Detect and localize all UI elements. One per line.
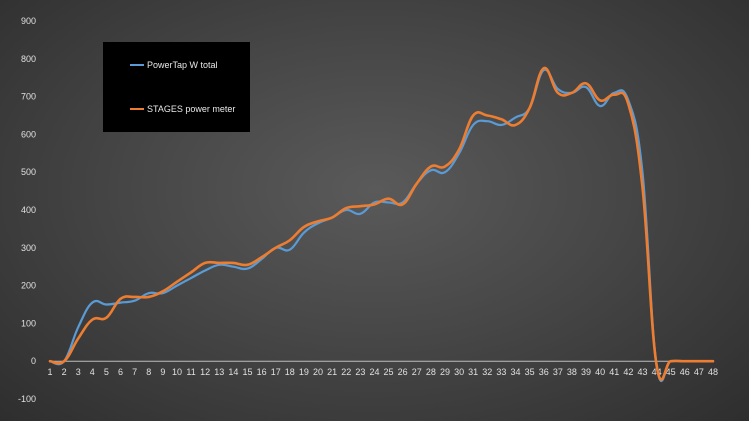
x-tick-label: 35: [525, 367, 535, 377]
x-tick-label: 36: [539, 367, 549, 377]
legend-box: [103, 42, 250, 132]
y-tick-label: 600: [21, 129, 36, 139]
x-tick-label: 39: [581, 367, 591, 377]
x-tick-label: 47: [694, 367, 704, 377]
x-tick-label: 48: [708, 367, 718, 377]
series-layer: [48, 66, 715, 383]
x-tick-label: 7: [132, 367, 137, 377]
y-tick-label: 500: [21, 167, 36, 177]
y-axis-tick-labels: -100 0 100 200 300 400 500 600 700 800 900: [18, 16, 36, 404]
x-tick-label: 41: [609, 367, 619, 377]
x-tick-label: 5: [104, 367, 109, 377]
x-tick-label: 24: [369, 367, 379, 377]
y-tick-label: 700: [21, 92, 36, 102]
y-tick-label: 900: [21, 16, 36, 26]
x-tick-label: 1: [47, 367, 52, 377]
x-tick-label: 34: [511, 367, 521, 377]
legend-label-stages: STAGES power meter: [147, 104, 235, 114]
x-tick-label: 19: [299, 367, 309, 377]
series-line-stages: [48, 66, 715, 381]
y-tick-label: 300: [21, 243, 36, 253]
x-tick-label: 16: [257, 367, 267, 377]
y-tick-label: 200: [21, 281, 36, 291]
x-tick-label: 45: [666, 367, 676, 377]
legend: PowerTap W total STAGES power meter: [103, 42, 250, 132]
x-tick-label: 28: [426, 367, 436, 377]
x-tick-label: 25: [384, 367, 394, 377]
x-tick-label: 46: [680, 367, 690, 377]
x-tick-label: 27: [412, 367, 422, 377]
x-tick-label: 23: [355, 367, 365, 377]
x-tick-label: 15: [242, 367, 252, 377]
x-tick-label: 12: [200, 367, 210, 377]
x-tick-label: 44: [652, 367, 662, 377]
series-line-powertap: [48, 68, 715, 383]
legend-label-powertap: PowerTap W total: [147, 60, 218, 70]
x-tick-label: 30: [454, 367, 464, 377]
x-tick-label: 8: [146, 367, 151, 377]
x-tick-label: 13: [214, 367, 224, 377]
x-tick-label: 14: [228, 367, 238, 377]
x-tick-label: 11: [186, 367, 195, 377]
x-tick-label: 4: [90, 367, 95, 377]
x-tick-label: 38: [567, 367, 577, 377]
x-tick-label: 22: [341, 367, 351, 377]
y-tick-label: -100: [18, 394, 36, 404]
y-tick-label: 800: [21, 54, 36, 64]
x-tick-label: 31: [468, 367, 478, 377]
x-tick-label: 10: [172, 367, 182, 377]
x-tick-label: 33: [496, 367, 506, 377]
x-tick-label: 26: [398, 367, 408, 377]
x-tick-label: 6: [118, 367, 123, 377]
x-tick-label: 40: [595, 367, 605, 377]
x-tick-label: 42: [623, 367, 633, 377]
x-tick-label: 20: [313, 367, 323, 377]
x-axis-tick-labels: 1 2 3 4 5 6 7 8 9 10 11 12 13 14 15 16 17 18 19 20 21 22 23 24 2…: [47, 367, 718, 377]
y-tick-label: 0: [31, 356, 36, 366]
x-tick-label: 43: [637, 367, 647, 377]
x-tick-label: 17: [271, 367, 281, 377]
x-tick-label: 2: [62, 367, 67, 377]
x-tick-label: 37: [553, 367, 563, 377]
x-tick-label: 9: [160, 367, 165, 377]
x-tick-label: 18: [285, 367, 295, 377]
x-tick-label: 29: [440, 367, 450, 377]
x-tick-label: 21: [327, 367, 337, 377]
y-tick-label: 400: [21, 205, 36, 215]
y-tick-label: 100: [21, 318, 36, 328]
x-tick-label: 3: [76, 367, 81, 377]
x-tick-label: 32: [482, 367, 492, 377]
